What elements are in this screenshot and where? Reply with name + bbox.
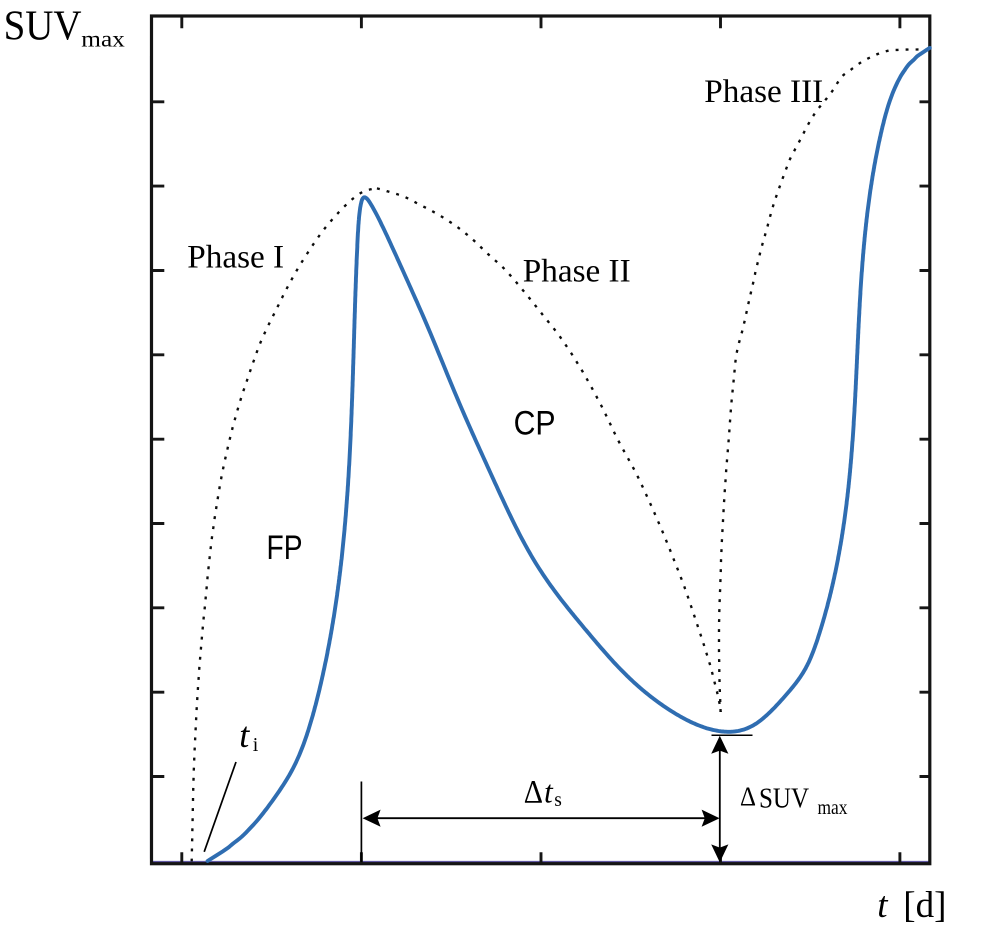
svg-text:Δ: Δ [740,782,756,812]
svg-text:t: t [239,715,250,755]
svg-text:i: i [253,734,259,756]
svg-text:CP: CP [514,404,556,442]
svg-text:Phase II: Phase II [523,253,631,290]
svg-text:Δ: Δ [524,774,543,810]
svg-text:FP: FP [267,529,303,567]
svg-text:t: t [544,774,554,809]
svg-text:max: max [818,797,848,819]
svg-text:SUV: SUV [759,783,809,815]
svg-text:Phase III: Phase III [704,73,823,110]
svg-text:t: t [877,885,889,926]
svg-text:s: s [554,790,562,811]
svg-text:Phase I: Phase I [187,239,284,276]
svg-text:SUV: SUV [4,3,82,49]
svg-text:[d]: [d] [903,885,946,926]
svg-text:max: max [81,26,125,51]
